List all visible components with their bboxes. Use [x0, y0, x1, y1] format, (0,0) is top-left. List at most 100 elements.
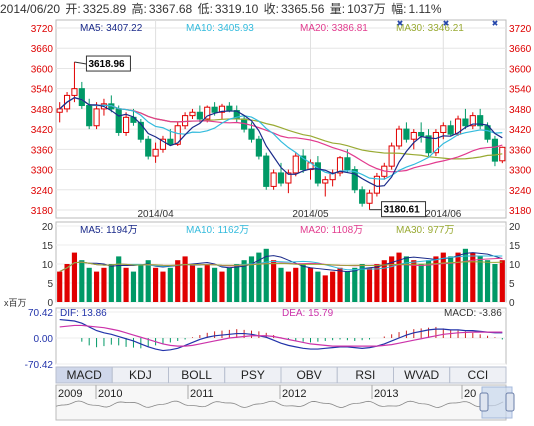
volume-bar[interactable] [433, 256, 439, 302]
volume-bar[interactable] [234, 264, 240, 302]
candle-body[interactable] [366, 192, 373, 204]
volume-bar[interactable] [448, 256, 454, 302]
candle-body[interactable] [196, 111, 203, 120]
candle-body[interactable] [137, 121, 144, 140]
candle-body[interactable] [78, 88, 85, 107]
volume-bar[interactable] [57, 271, 63, 302]
candle-body[interactable] [189, 111, 196, 117]
candle-body[interactable] [425, 135, 432, 154]
volume-bar[interactable] [322, 275, 328, 302]
candle-body[interactable] [410, 131, 417, 140]
candle-body[interactable] [491, 138, 499, 162]
candle-body[interactable] [277, 172, 285, 184]
volume-bar[interactable] [389, 256, 395, 302]
candle-body[interactable] [395, 128, 403, 147]
volume-bar[interactable] [470, 252, 476, 302]
volume-bar[interactable] [484, 260, 491, 302]
volume-bar[interactable] [204, 264, 210, 302]
candle-body[interactable] [204, 106, 211, 120]
candle-body[interactable] [300, 155, 307, 171]
volume-bar[interactable] [248, 256, 255, 302]
volume-bar[interactable] [307, 267, 314, 302]
candle-body[interactable] [440, 125, 447, 133]
candle-body[interactable] [469, 115, 476, 127]
volume-bar[interactable] [374, 264, 380, 302]
candle-body[interactable] [292, 155, 299, 174]
candle-body[interactable] [159, 138, 167, 150]
candle-body[interactable] [86, 105, 93, 127]
candle-body[interactable] [329, 172, 336, 181]
volume-bar[interactable] [219, 271, 225, 302]
volume-bar[interactable] [411, 260, 417, 302]
volume-bar[interactable] [167, 267, 173, 302]
candle-body[interactable] [248, 128, 255, 140]
volume-bar[interactable] [278, 267, 284, 302]
volume-bar[interactable] [425, 260, 432, 302]
candle-body[interactable] [447, 125, 454, 135]
volume-bar[interactable] [130, 271, 137, 302]
volume-bar[interactable] [160, 271, 166, 302]
candle-body[interactable] [211, 106, 218, 113]
candle-body[interactable] [418, 131, 425, 137]
volume-bar[interactable] [226, 267, 232, 302]
volume-bar[interactable] [256, 252, 262, 302]
candle-body[interactable] [71, 88, 78, 96]
volume-bar[interactable] [93, 271, 100, 302]
candle-body[interactable] [226, 105, 233, 112]
volume-bar[interactable] [108, 264, 114, 302]
volume-bar[interactable] [337, 267, 343, 302]
candle-body[interactable] [359, 189, 366, 204]
volume-bar[interactable] [79, 260, 85, 302]
volume-bar[interactable] [145, 260, 151, 302]
candle-body[interactable] [263, 155, 270, 187]
candle-body[interactable] [477, 115, 484, 127]
volume-bar[interactable] [440, 252, 446, 302]
volume-bar[interactable] [381, 260, 387, 302]
tab-cci[interactable] [449, 366, 507, 384]
candle-body[interactable] [56, 108, 63, 113]
candle-body[interactable] [93, 108, 100, 127]
volume-bar[interactable] [271, 260, 277, 302]
candle-body[interactable] [344, 157, 351, 171]
candle-body[interactable] [403, 128, 410, 140]
volume-bar[interactable] [189, 264, 196, 302]
volume-bar[interactable] [403, 256, 409, 302]
volume-bar[interactable] [300, 264, 306, 302]
volume-bar[interactable] [293, 267, 299, 302]
volume-bar[interactable] [101, 267, 107, 302]
candle-body[interactable] [115, 108, 122, 133]
candle-body[interactable] [351, 169, 358, 191]
volume-bar[interactable] [138, 264, 144, 302]
volume-bar[interactable] [330, 271, 336, 302]
candle-body[interactable] [218, 105, 226, 113]
volume-bar[interactable] [197, 267, 203, 302]
candle-body[interactable] [285, 172, 292, 184]
volume-bar[interactable] [492, 264, 498, 302]
candle-body[interactable] [174, 125, 181, 145]
volume-bar[interactable] [153, 267, 159, 302]
candle-body[interactable] [167, 138, 174, 145]
volume-bar[interactable] [366, 267, 373, 302]
volume-bar[interactable] [86, 267, 92, 302]
volume-bar[interactable] [175, 260, 181, 302]
volume-bar[interactable] [116, 256, 122, 302]
candle-body[interactable] [322, 179, 329, 184]
volume-bar[interactable] [477, 256, 483, 302]
candle-body[interactable] [182, 115, 189, 127]
volume-bar[interactable] [352, 267, 358, 302]
volume-bar[interactable] [123, 267, 129, 302]
candle-body[interactable] [388, 145, 395, 167]
volume-bar[interactable] [396, 252, 402, 302]
candle-body[interactable] [152, 148, 159, 157]
volume-bar[interactable] [64, 264, 70, 302]
volume-bar[interactable] [455, 252, 461, 302]
timeline-handle-left[interactable] [479, 392, 489, 412]
timeline-handle-right[interactable] [505, 392, 515, 412]
volume-bar[interactable] [462, 248, 469, 302]
volume-bar[interactable] [263, 248, 269, 302]
volume-bar[interactable] [359, 264, 365, 302]
volume-bar[interactable] [499, 260, 505, 302]
volume-bar[interactable] [241, 260, 247, 302]
volume-bar[interactable] [285, 271, 291, 302]
